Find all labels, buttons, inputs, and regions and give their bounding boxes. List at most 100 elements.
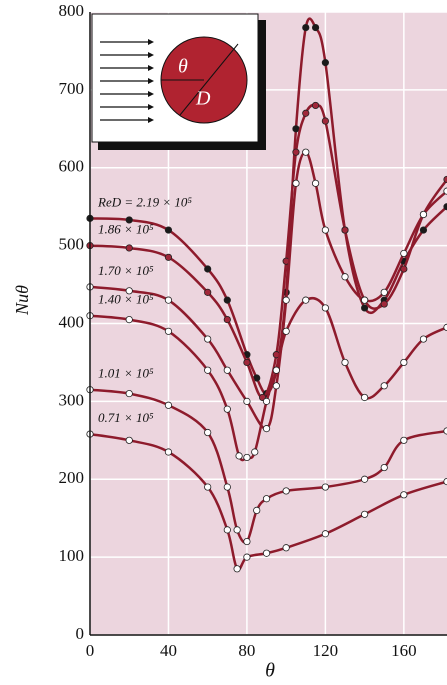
data-point [223, 296, 231, 304]
data-point [251, 448, 259, 456]
data-point [341, 226, 349, 234]
theta-label: θ [178, 56, 188, 78]
series-label: ReD = 2.19 × 10⁵ [97, 194, 192, 209]
data-point [272, 366, 280, 374]
data-point [302, 109, 310, 117]
data-point [262, 549, 271, 557]
y-tick-label: 400 [59, 312, 85, 331]
diameter-label: D [195, 88, 211, 110]
y-tick-label: 0 [76, 624, 85, 643]
data-point [243, 537, 251, 546]
data-point [125, 436, 133, 444]
data-point [233, 565, 241, 573]
data-point [164, 448, 173, 456]
y-tick-label: 100 [59, 546, 85, 565]
data-point [262, 425, 271, 433]
data-point [164, 226, 173, 234]
data-point [125, 389, 133, 398]
data-point [380, 288, 388, 296]
data-point [125, 216, 133, 224]
data-point [341, 273, 349, 281]
y-tick-label: 500 [59, 235, 85, 254]
data-point [292, 148, 300, 156]
x-tick-label: 80 [238, 641, 255, 660]
data-point [125, 287, 133, 295]
data-point [292, 125, 300, 133]
data-point [380, 300, 388, 308]
data-point [419, 226, 428, 234]
data-point [321, 304, 329, 312]
series-label: 1.40 × 10⁵ [98, 292, 154, 307]
data-point [164, 253, 173, 261]
data-point [400, 249, 408, 258]
series-label: 0.71 × 10⁵ [98, 410, 154, 425]
inset: θ D [91, 13, 266, 150]
x-axis-label: θ [265, 660, 275, 682]
x-tick-label: 120 [313, 641, 339, 660]
data-point [262, 397, 271, 405]
data-point [361, 510, 369, 518]
data-point [311, 101, 320, 110]
y-tick-label: 600 [59, 157, 85, 176]
data-point [223, 366, 231, 374]
data-point [380, 463, 388, 472]
data-point [262, 495, 271, 503]
data-point [204, 428, 212, 437]
data-point [125, 316, 133, 324]
data-point [243, 358, 251, 367]
data-point [253, 506, 261, 514]
data-point [361, 475, 369, 483]
arrow-heads [148, 39, 154, 123]
data-point [272, 382, 280, 390]
y-axis-label: Nuθ [12, 285, 32, 316]
x-tick-label: 40 [160, 641, 177, 660]
data-point [341, 358, 349, 367]
diameter-line [179, 43, 239, 116]
data-point [235, 452, 243, 460]
y-tick-label: 300 [59, 390, 85, 409]
x-tick-label: 0 [86, 641, 95, 660]
data-point [282, 296, 290, 304]
data-point [243, 453, 251, 462]
data-point [361, 393, 369, 402]
data-point [302, 148, 310, 156]
data-point [292, 179, 300, 187]
data-point [419, 335, 428, 343]
data-point [243, 397, 251, 405]
series-label: 1.01 × 10⁵ [98, 366, 154, 381]
series-label: 1.86 × 10⁵ [98, 222, 154, 237]
data-point [125, 244, 133, 252]
data-point [233, 526, 241, 534]
data-point [223, 405, 231, 413]
data-point [400, 436, 408, 444]
data-point [282, 544, 290, 552]
data-point [321, 117, 329, 125]
series-label: 1.70 × 10⁵ [98, 263, 154, 278]
data-point [243, 553, 251, 561]
data-point [302, 23, 310, 32]
data-point [380, 382, 388, 390]
flow-arrows [100, 41, 148, 121]
data-point [400, 358, 408, 367]
y-tick-label: 700 [59, 79, 85, 98]
data-point [361, 296, 369, 304]
data-point [321, 483, 329, 491]
data-point [311, 179, 320, 187]
data-point [204, 483, 212, 491]
data-point [361, 304, 369, 312]
data-point [302, 296, 310, 304]
data-point [400, 491, 408, 499]
data-point [321, 530, 329, 538]
data-point [321, 59, 329, 67]
data-point [282, 327, 290, 335]
data-point [311, 23, 320, 32]
y-tick-label: 200 [59, 468, 85, 487]
data-point [223, 526, 231, 534]
data-point [223, 483, 231, 491]
x-tick-label: 160 [391, 641, 417, 660]
data-point [321, 226, 329, 234]
data-point [400, 265, 408, 273]
data-point [204, 265, 212, 273]
data-point [419, 210, 428, 219]
